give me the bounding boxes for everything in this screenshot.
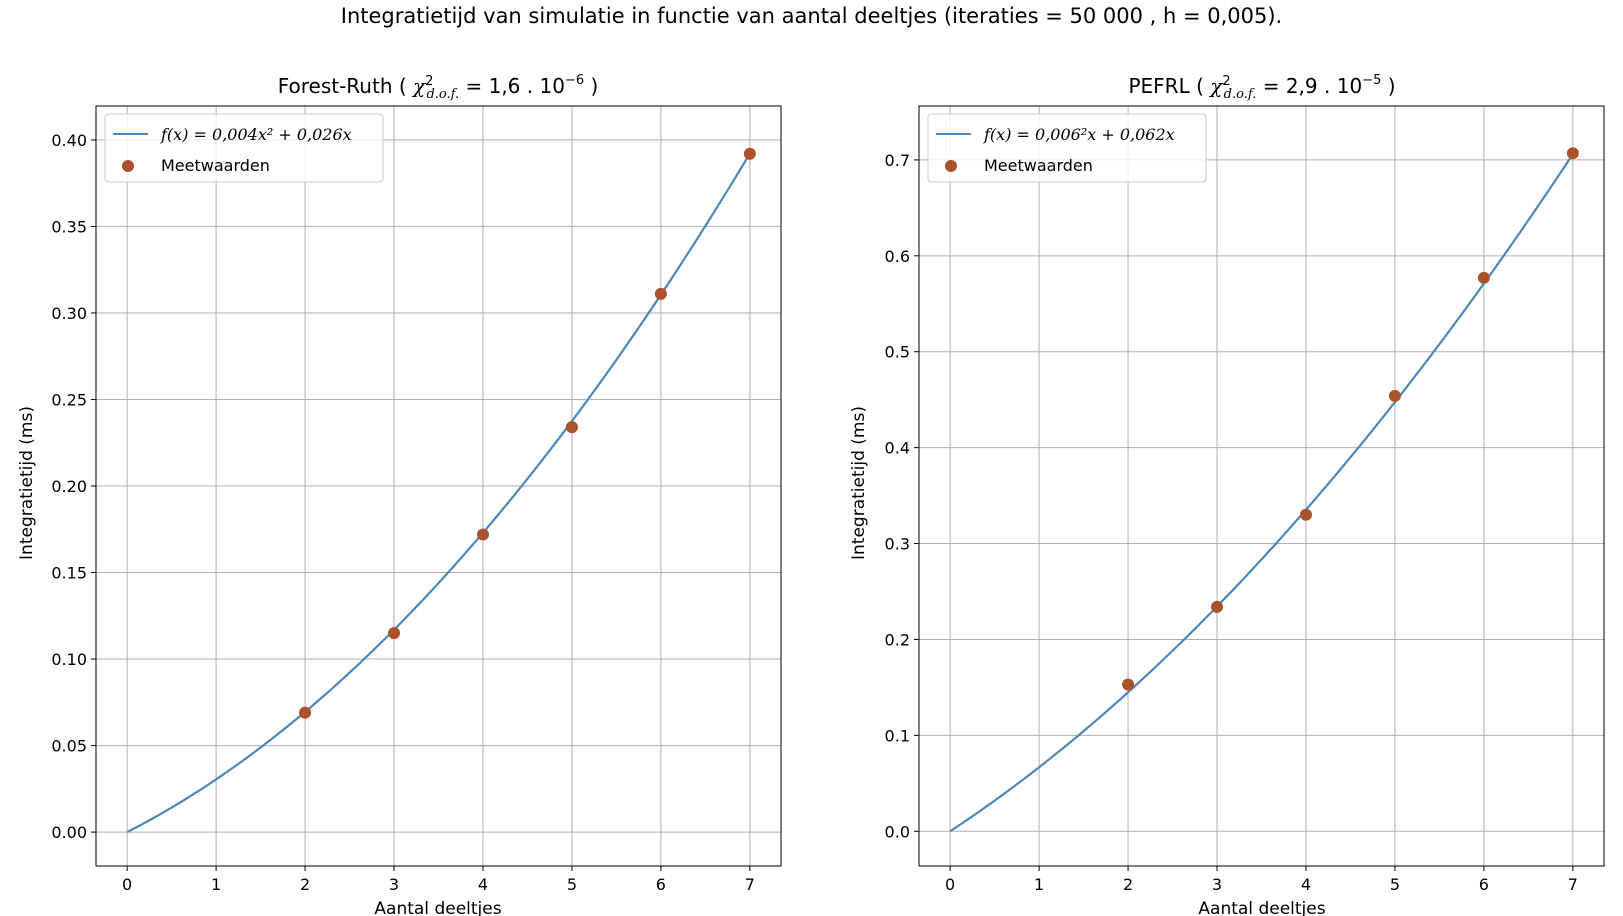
data-point — [388, 627, 401, 640]
x-axis-label: Aantal deeltjes — [374, 899, 501, 916]
y-tick-label: 0.3 — [885, 535, 910, 554]
data-point — [1299, 508, 1312, 521]
y-axis-label: Integratietijd (ms) — [17, 406, 37, 560]
x-tick-label: 4 — [478, 875, 488, 894]
legend-box — [927, 113, 1207, 183]
y-tick-label: 0.30 — [51, 304, 87, 323]
method-name: Forest-Ruth — [278, 74, 393, 98]
y-tick-label: 0.0 — [885, 822, 910, 841]
y-tick-label: 0.25 — [51, 390, 87, 409]
x-tick-label: 2 — [300, 875, 310, 894]
y-tick-label: 0.1 — [885, 726, 910, 745]
data-point — [565, 421, 578, 434]
data-points-layer — [299, 147, 756, 719]
y-tick-label: 0.05 — [51, 737, 87, 756]
x-tick-label: 5 — [1390, 875, 1400, 894]
data-point — [654, 287, 667, 300]
legend-entry-measurements: Meetwaarden — [984, 156, 1093, 175]
x-tick-label: 3 — [1212, 875, 1222, 894]
axes-frame — [95, 105, 782, 867]
method-name: PEFRL — [1128, 74, 1190, 98]
y-tick-label: 0.7 — [885, 151, 910, 170]
x-tick-label: 1 — [211, 875, 221, 894]
y-tick-label: 0.4 — [885, 439, 910, 458]
y-tick-label: 0.2 — [885, 630, 910, 649]
subplot-title: PEFRL ( χ2 d.o.f. = 2,9 . 10−5 ) — [1128, 73, 1395, 102]
fit-curve — [949, 153, 1574, 833]
y-tick-label: 0.15 — [51, 564, 87, 583]
x-tick-label: 0 — [945, 875, 955, 894]
data-point — [1477, 271, 1490, 284]
x-tick-label: 7 — [1568, 875, 1578, 894]
figure-suptitle: Integratietijd van simulatie in functie … — [340, 4, 1283, 28]
legend: f(x) = 0,006²x + 0,062x Meetwaarden — [927, 113, 1207, 183]
subplot-title: Forest-Ruth ( χ2 d.o.f. = 1,6 . 10−6 ) — [278, 73, 599, 102]
grid — [96, 106, 781, 866]
data-point — [476, 528, 489, 541]
axes-frame — [918, 105, 1605, 867]
grid — [919, 106, 1604, 866]
chi-exponent: −6 — [565, 73, 584, 88]
x-tick-label: 0 — [122, 875, 132, 894]
x-tick-label: 7 — [745, 875, 755, 894]
ticks: 0 1 2 3 4 5 6 7 0.0 0.1 0.2 0.3 0.4 0.5 0.6 0.7 — [885, 151, 1578, 894]
legend: f(x) = 0,004x² + 0,026x Meetwaarden — [104, 113, 384, 183]
subplot-pefrl: PEFRL ( χ2 d.o.f. = 2,9 . 10−5 ) 0 1 2 3 4 5 6 7… — [849, 73, 1605, 916]
legend-marker-swatch — [122, 160, 134, 172]
y-tick-label: 0.35 — [51, 217, 87, 236]
y-axis-label: Integratietijd (ms) — [849, 406, 869, 560]
x-tick-label: 5 — [567, 875, 577, 894]
data-points-layer — [1122, 147, 1579, 691]
data-point — [1122, 678, 1135, 691]
legend-entry-fit: f(x) = 0,004x² + 0,026x — [160, 125, 352, 144]
chi-value: 2,9 — [1286, 74, 1318, 98]
x-tick-label: 4 — [1301, 875, 1311, 894]
legend-box — [104, 113, 384, 183]
x-axis-label: Aantal deeltjes — [1198, 899, 1325, 916]
fit-curve-layer — [949, 153, 1574, 833]
legend-entry-measurements: Meetwaarden — [161, 156, 270, 175]
x-tick-label: 3 — [389, 875, 399, 894]
ticks: 0 1 2 3 4 5 6 7 0.00 0.05 0.10 0.15 0.20 0.25 0.30 0.35… — [51, 131, 755, 894]
data-point — [299, 706, 312, 719]
y-tick-label: 0.10 — [51, 650, 87, 669]
data-point — [1211, 600, 1224, 613]
fit-curve — [126, 152, 751, 834]
chi-value: 1,6 — [489, 74, 521, 98]
y-tick-label: 0.20 — [51, 477, 87, 496]
x-tick-label: 2 — [1123, 875, 1133, 894]
x-tick-label: 6 — [1479, 875, 1489, 894]
y-tick-label: 0.5 — [885, 343, 910, 362]
y-tick-label: 0.6 — [885, 247, 910, 266]
chi-exponent: −5 — [1362, 73, 1381, 88]
x-tick-label: 6 — [656, 875, 666, 894]
y-tick-label: 0.40 — [51, 131, 87, 150]
y-tick-label: 0.00 — [51, 823, 87, 842]
x-tick-label: 1 — [1034, 875, 1044, 894]
legend-marker-swatch — [945, 160, 957, 172]
fit-curve-layer — [126, 152, 751, 834]
subplot-forest-ruth: Forest-Ruth ( χ2 d.o.f. = 1,6 . 10−6 ) 0 1… — [17, 73, 782, 916]
data-point — [743, 147, 756, 160]
data-point — [1566, 147, 1579, 160]
data-point — [1388, 389, 1401, 402]
legend-entry-fit: f(x) = 0,006²x + 0,062x — [983, 125, 1175, 144]
